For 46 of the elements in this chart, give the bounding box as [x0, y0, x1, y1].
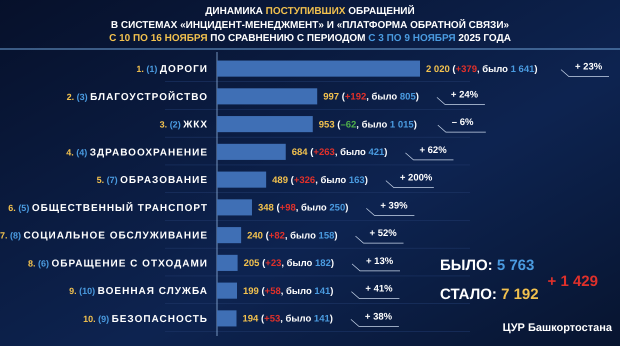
- annotation: (+98, было 250): [276, 202, 348, 214]
- y-tick-label: 6. (5) ОБЩЕСТВЕННЫЙ ТРАНСПОРТ: [8, 200, 208, 214]
- text: + 23%: [575, 62, 603, 73]
- y-tick-label: 5. (7) ОБРАЗОВАНИЕ: [96, 175, 208, 186]
- annotation: + 52%: [370, 228, 398, 240]
- y-tick-label: 4. (4) ЗДРАВООХРАНЕНИЕ: [66, 147, 208, 158]
- data-label: 997: [323, 92, 342, 103]
- annotation: (+82, было 158): [266, 230, 338, 242]
- chart-title: ДИНАМИКА ПОСТУПИВШИХ ОБРАЩЕНИЙ: [205, 4, 415, 17]
- y-tick-label: 3. (2) ЖКХ: [160, 120, 208, 131]
- y-tick-label: 1. (1) ДОРОГИ: [136, 64, 208, 76]
- text: – 6%: [452, 117, 474, 128]
- data-label: 2 020: [426, 64, 452, 75]
- annotation: (+263, было 421): [310, 147, 388, 158]
- data-label: 953: [318, 119, 338, 130]
- data-label: 240: [247, 230, 266, 242]
- data-label: 194: [242, 314, 261, 325]
- text: + 24%: [450, 89, 479, 100]
- annotation: + 38%: [364, 311, 393, 322]
- annotation: (+53, было 141): [260, 314, 333, 325]
- data-label: 205: [244, 258, 262, 270]
- annotation: (–62, было 1 015): [337, 119, 417, 130]
- data-label: 684: [292, 147, 310, 158]
- y-tick-label: 7. (8) СОЦИАЛЬНОЕ ОБСЛУЖИВАНИЕ: [0, 230, 208, 242]
- text: ЦУР Башкортостана: [502, 322, 613, 334]
- y-tick-label: 2. (3) БЛАГОУСТРОЙСТВО: [66, 90, 208, 103]
- data-label: 199: [243, 286, 262, 297]
- annotation: + 62%: [419, 144, 448, 156]
- y-tick-label: 10. (9) БЕЗОПАСНОСТЬ: [83, 314, 208, 325]
- annotation: + 200%: [400, 172, 433, 184]
- text: В СИСТЕМАХ «ИНЦИДЕНТ-МЕНЕДЖМЕНТ» И «ПЛАТФОРМА ОБРАТНОЙ СВЯЗИ» С 10 ПО 16 НОЯБРЯ ПО СРАВНЕНИЮ С ПЕРИОДОМ С 3 ПО 9 НОЯБРЯ 2025 ГОДА: [109, 20, 511, 44]
- annotation: + 13%: [366, 256, 394, 267]
- y-tick-label: 8. (6) ОБРАЩЕНИЕ С ОТХОДАМИ: [28, 258, 208, 270]
- text: БЫЛО: 5 763: [440, 257, 534, 274]
- text: СТАЛО: 7 192: [440, 286, 539, 303]
- text: + 1 429: [548, 273, 598, 290]
- annotation: (+23, было 182): [262, 258, 334, 270]
- data-label: 348: [258, 202, 276, 214]
- annotation: (+326, было 163): [290, 174, 368, 186]
- annotation: + 39%: [380, 200, 408, 212]
- annotation: (+192, было 805): [342, 92, 419, 103]
- annotation: + 41%: [365, 284, 394, 295]
- text: (+379, было 1 641): [452, 64, 538, 75]
- data-label: 489: [272, 174, 291, 186]
- y-tick-label: 9. (10) ВОЕННАЯ СЛУЖБА: [69, 286, 208, 298]
- annotation: (+58, было 141): [262, 286, 334, 297]
